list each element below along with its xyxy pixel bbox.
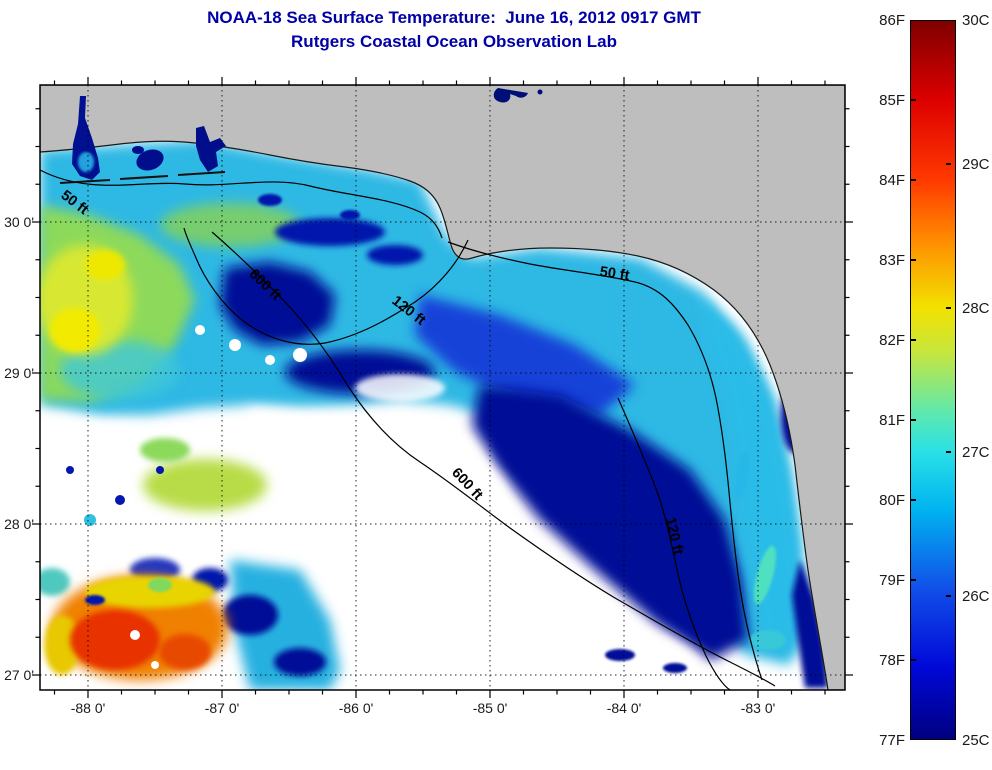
inland-lake: [493, 88, 528, 103]
bathymetry-contours: [40, 169, 776, 690]
y-axis-tick-label: 29 0': [4, 365, 34, 381]
x-axis-tick-label: -88 0': [71, 700, 106, 716]
x-axis-tick-label: -87 0': [205, 700, 240, 716]
colorbar-f-label: 84F: [879, 172, 905, 189]
colorbar-c-tick: [946, 307, 951, 309]
colorbar-c-label: 28C: [962, 300, 990, 317]
bay-water: [196, 126, 226, 172]
cold-plume-patch: [472, 385, 748, 660]
colorbar-f-label: 79F: [879, 572, 905, 589]
colorbar-f-tick: [911, 659, 916, 661]
colorbar-f-label: 78F: [879, 652, 905, 669]
colorbar-f-tick: [911, 419, 916, 421]
title-block: NOAA-18 Sea Surface Temperature: June 16…: [0, 6, 908, 54]
colorbar: [910, 20, 956, 740]
axis-labels: -88 0' -87 0' -86 0' -85 0' -84 0' -83 0' 30 0…: [4, 214, 775, 716]
graticule-grid: [40, 85, 845, 690]
x-axis-tick-label: -85 0': [473, 700, 508, 716]
colorbar-f-tick: [911, 579, 916, 581]
colorbar-f-tick: [911, 259, 916, 261]
colorbar-f-tick: [911, 179, 916, 181]
colorbar-c-tick: [946, 451, 951, 453]
colorbar-f-tick: [911, 499, 916, 501]
map-title: NOAA-18 Sea Surface Temperature: June 16…: [207, 8, 701, 27]
land-layer: [40, 85, 845, 690]
land-mass: [40, 85, 845, 690]
colorbar-c-label: 27C: [962, 444, 990, 461]
map-subtitle: Rutgers Coastal Ocean Observation Lab: [291, 32, 617, 51]
barrier-islands: [59, 171, 226, 184]
map-frame: [39, 84, 846, 691]
colorbar-f-label: 85F: [879, 92, 905, 109]
colorbar-f-label: 83F: [879, 252, 905, 269]
x-axis-tick-label: -84 0': [607, 700, 642, 716]
colorbar-f-label: 77F: [879, 732, 905, 749]
x-axis-tick-label: -86 0': [339, 700, 374, 716]
colorbar-f-label: 80F: [879, 492, 905, 509]
y-axis-tick-label: 27 0': [4, 667, 34, 683]
colorbar-c-label: 29C: [962, 156, 990, 173]
colorbar-c-label: 30C: [962, 12, 990, 29]
y-axis-tick-label: 28 0': [4, 516, 34, 532]
x-axis-tick-label: -83 0': [741, 700, 776, 716]
colorbar-f-tick: [911, 99, 916, 101]
isobath-label: 50 ft: [599, 264, 631, 284]
axis-ticks: [32, 77, 853, 698]
colorbar-f-tick: [911, 339, 916, 341]
colorbar-f-label: 82F: [879, 332, 905, 349]
colorbar-c-label: 25C: [962, 732, 990, 749]
y-axis-tick-label: 30 0': [4, 214, 34, 230]
colorbar-c-tick: [946, 595, 951, 597]
colorbar-c-label: 26C: [962, 588, 990, 605]
colorbar-f-label: 81F: [879, 412, 905, 429]
colorbar-c-tick: [946, 163, 951, 165]
colorbar-f-label: 86F: [879, 12, 905, 29]
